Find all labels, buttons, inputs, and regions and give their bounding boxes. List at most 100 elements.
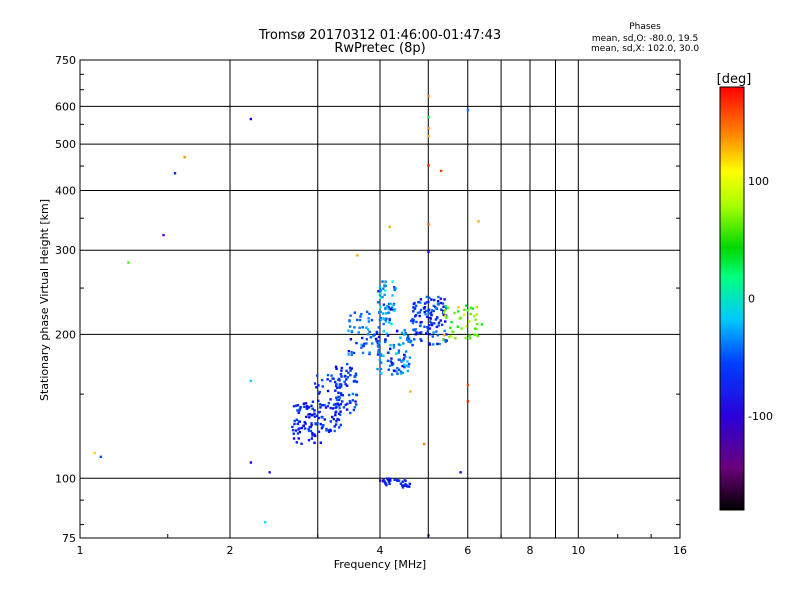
data-point [333, 380, 337, 384]
data-point [335, 398, 339, 402]
data-point [291, 428, 295, 432]
data-point [365, 310, 369, 314]
data-point [377, 335, 381, 339]
data-point [448, 335, 451, 339]
data-point [353, 326, 356, 329]
data-point [346, 402, 349, 405]
data-point [476, 322, 479, 326]
data-point [263, 521, 267, 524]
data-point [338, 379, 341, 382]
phases-title: Phases [629, 22, 661, 32]
data-point [405, 484, 408, 487]
data-point [381, 295, 384, 299]
data-point [390, 322, 393, 326]
data-point [347, 349, 351, 353]
data-point [412, 310, 415, 313]
data-point [378, 341, 381, 345]
data-point [450, 335, 453, 338]
data-point [379, 292, 382, 295]
data-point [333, 425, 336, 428]
data-point [342, 406, 346, 409]
data-point [332, 417, 335, 421]
data-point [402, 357, 406, 360]
data-point [363, 342, 366, 346]
data-point [388, 321, 391, 324]
data-point [338, 407, 341, 410]
data-point [344, 374, 347, 378]
data-point [424, 309, 428, 313]
data-point [464, 325, 468, 328]
data-point [396, 478, 399, 482]
data-point [433, 322, 436, 325]
data-point [305, 415, 308, 419]
data-point [445, 316, 448, 319]
data-point [427, 95, 430, 98]
data-point [307, 438, 311, 442]
x-axis-label: Frequency [MHz] [334, 558, 426, 571]
data-point [474, 318, 477, 321]
data-point [319, 422, 322, 426]
data-point [385, 332, 389, 335]
x-tick-label: 10 [571, 544, 585, 557]
data-point [298, 420, 302, 423]
data-point [388, 318, 391, 321]
data-point [444, 340, 447, 343]
data-point [350, 351, 353, 354]
data-point [298, 430, 302, 434]
data-point [409, 339, 413, 343]
data-point [445, 333, 448, 336]
data-point [367, 320, 371, 323]
data-point [305, 407, 309, 410]
data-point [382, 330, 385, 333]
data-point [394, 287, 397, 290]
data-point [457, 306, 460, 309]
data-point [347, 329, 350, 332]
data-point [340, 366, 344, 370]
data-point [381, 280, 384, 283]
data-point [308, 413, 311, 416]
data-point [477, 220, 480, 223]
data-point [183, 156, 186, 159]
data-point [401, 371, 404, 375]
data-point [334, 402, 338, 406]
data-point [351, 399, 354, 402]
data-point [403, 366, 406, 369]
data-point [436, 342, 439, 346]
data-point [353, 311, 357, 314]
data-point [409, 319, 413, 323]
data-point [387, 368, 390, 371]
data-point [412, 328, 415, 331]
colorbar-tick-label: -100 [748, 410, 773, 423]
data-point [377, 345, 380, 349]
data-point [443, 329, 446, 333]
data-point [386, 477, 389, 480]
data-point [385, 484, 388, 487]
data-point [393, 288, 396, 292]
data-point [403, 355, 407, 358]
data-point [319, 406, 322, 409]
data-point [338, 386, 342, 389]
data-point [428, 333, 431, 336]
data-point [307, 406, 311, 409]
data-point [379, 361, 383, 364]
data-point [399, 482, 403, 485]
data-point [387, 302, 391, 306]
data-point [365, 326, 368, 329]
data-point [345, 369, 348, 373]
data-point [407, 340, 410, 343]
data-point [396, 367, 399, 370]
data-point [480, 323, 484, 326]
data-point [356, 254, 359, 257]
data-point [368, 351, 371, 354]
data-point [460, 327, 463, 330]
data-point [443, 298, 446, 301]
data-point [428, 343, 432, 346]
data-point [375, 340, 378, 343]
data-point [329, 398, 332, 401]
data-point [401, 484, 404, 487]
data-point [379, 479, 382, 482]
data-point [340, 375, 343, 378]
data-point [299, 406, 303, 409]
data-point [388, 482, 391, 486]
data-point [423, 305, 427, 309]
